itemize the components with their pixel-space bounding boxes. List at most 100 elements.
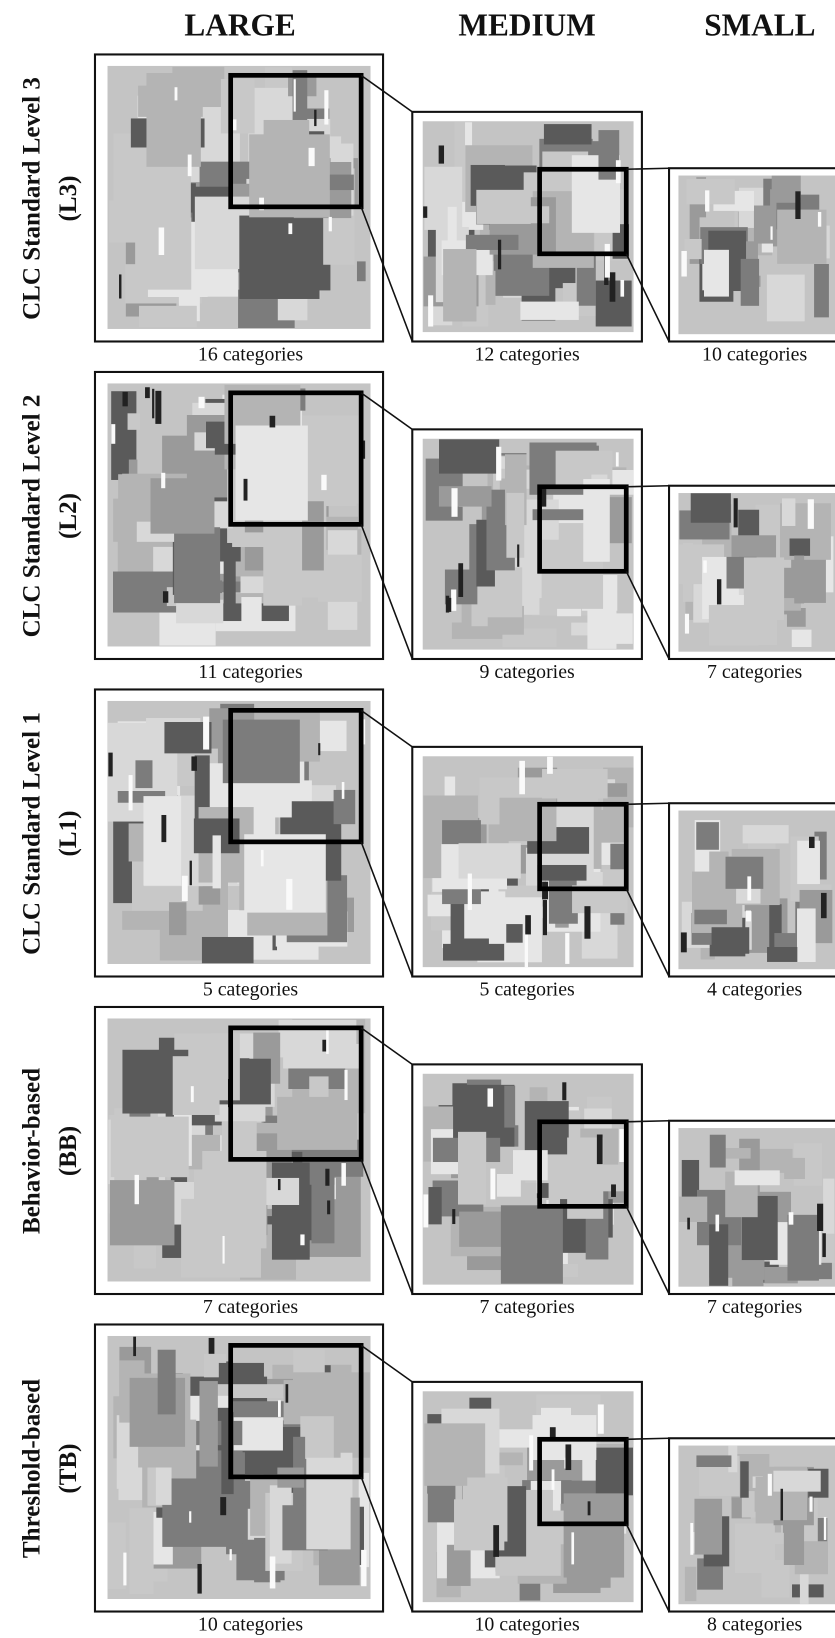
map-feature xyxy=(493,1525,500,1557)
map-patch xyxy=(201,936,254,964)
map-feature xyxy=(158,227,165,255)
figure-row: CLC Standard Level 3 (L3) 16 categories 12 … xyxy=(19,53,835,365)
map-feature xyxy=(780,1488,784,1521)
map-patch xyxy=(223,542,236,609)
map-patch xyxy=(458,843,521,879)
caption: 11 categories xyxy=(198,661,302,683)
map-patch xyxy=(709,1134,726,1168)
map-feature xyxy=(496,446,502,481)
map-feature xyxy=(423,206,428,218)
map-patch xyxy=(428,1187,442,1225)
map-patch xyxy=(542,769,608,799)
map-patch xyxy=(725,856,764,889)
map-patch xyxy=(176,599,224,624)
map-patch xyxy=(789,538,811,556)
map-patch xyxy=(512,1150,548,1181)
map-patch xyxy=(199,1381,218,1467)
map-feature xyxy=(820,892,827,919)
map-feature xyxy=(286,878,293,910)
map-feature xyxy=(181,875,188,902)
column-header: LARGE xyxy=(184,8,295,43)
connector xyxy=(626,1119,670,1123)
map-feature xyxy=(609,272,616,302)
map-feature xyxy=(189,860,192,886)
connector xyxy=(626,484,670,488)
caption: 9 categories xyxy=(479,661,574,683)
map-patch xyxy=(797,840,820,885)
map-feature xyxy=(190,1086,194,1103)
connector xyxy=(360,1159,414,1295)
map-feature xyxy=(565,933,570,964)
map-feature xyxy=(788,1212,794,1225)
map-patch xyxy=(524,1101,569,1155)
map-patch xyxy=(232,1452,245,1544)
map-feature xyxy=(278,1400,281,1417)
map-patch xyxy=(244,834,326,913)
connector xyxy=(360,206,414,342)
row-label: Behavior-based xyxy=(19,1068,46,1234)
map-feature xyxy=(123,1552,127,1586)
caption: 7 categories xyxy=(707,661,802,683)
map-feature xyxy=(128,775,133,811)
map-feature xyxy=(326,1029,329,1054)
map-patch xyxy=(791,629,812,647)
map-patch xyxy=(172,1056,220,1115)
map-patch xyxy=(684,238,702,260)
caption: 10 categories xyxy=(702,343,807,365)
row-label: (L3) xyxy=(55,176,82,222)
map-patch xyxy=(506,924,523,943)
map-feature xyxy=(344,1069,348,1101)
row-label: (L2) xyxy=(55,493,82,539)
map-patch xyxy=(438,486,492,507)
map-patch xyxy=(711,927,750,954)
caption: 16 categories xyxy=(198,343,303,365)
map-feature xyxy=(293,79,296,112)
map-feature xyxy=(260,849,264,867)
map-patch xyxy=(155,1463,172,1505)
map-patch xyxy=(443,943,505,961)
map-patch xyxy=(198,886,221,905)
map-patch xyxy=(146,73,201,167)
map-patch xyxy=(117,791,166,803)
caption: 10 categories xyxy=(198,1613,303,1635)
map-patch xyxy=(424,1423,486,1486)
map-patch xyxy=(157,1349,176,1415)
connector xyxy=(360,841,414,977)
map-feature xyxy=(615,160,621,184)
column-header: MEDIUM xyxy=(458,8,595,43)
map-patch xyxy=(520,301,579,320)
map-patch xyxy=(446,1544,471,1586)
map-patch xyxy=(129,1508,154,1595)
map-patch xyxy=(138,305,197,328)
map-feature xyxy=(328,216,332,232)
map-feature xyxy=(203,716,210,750)
connector xyxy=(625,1523,670,1612)
map-feature xyxy=(423,1194,429,1228)
zoom-box xyxy=(228,707,364,845)
map-feature xyxy=(817,1203,824,1231)
map-feature xyxy=(681,250,687,277)
map-feature xyxy=(451,589,457,611)
map-patch xyxy=(277,1096,358,1150)
map-feature xyxy=(620,279,625,297)
map-patch xyxy=(264,67,292,90)
map-patch xyxy=(696,1455,732,1467)
map-feature xyxy=(161,472,166,489)
map-feature xyxy=(767,1473,772,1496)
row-label: (L1) xyxy=(55,811,82,857)
map-patch xyxy=(235,425,308,521)
map-feature xyxy=(133,1336,137,1357)
map-patch xyxy=(740,258,760,306)
map-patch xyxy=(742,825,789,844)
map-patch xyxy=(766,274,805,322)
map-feature xyxy=(119,274,122,299)
map-feature xyxy=(259,197,264,211)
connector xyxy=(625,1205,670,1295)
map-feature xyxy=(517,544,520,567)
map-feature xyxy=(198,396,205,409)
map-patch xyxy=(306,1457,351,1550)
connector xyxy=(360,709,413,748)
map-feature xyxy=(451,488,458,517)
map-feature xyxy=(288,223,293,235)
